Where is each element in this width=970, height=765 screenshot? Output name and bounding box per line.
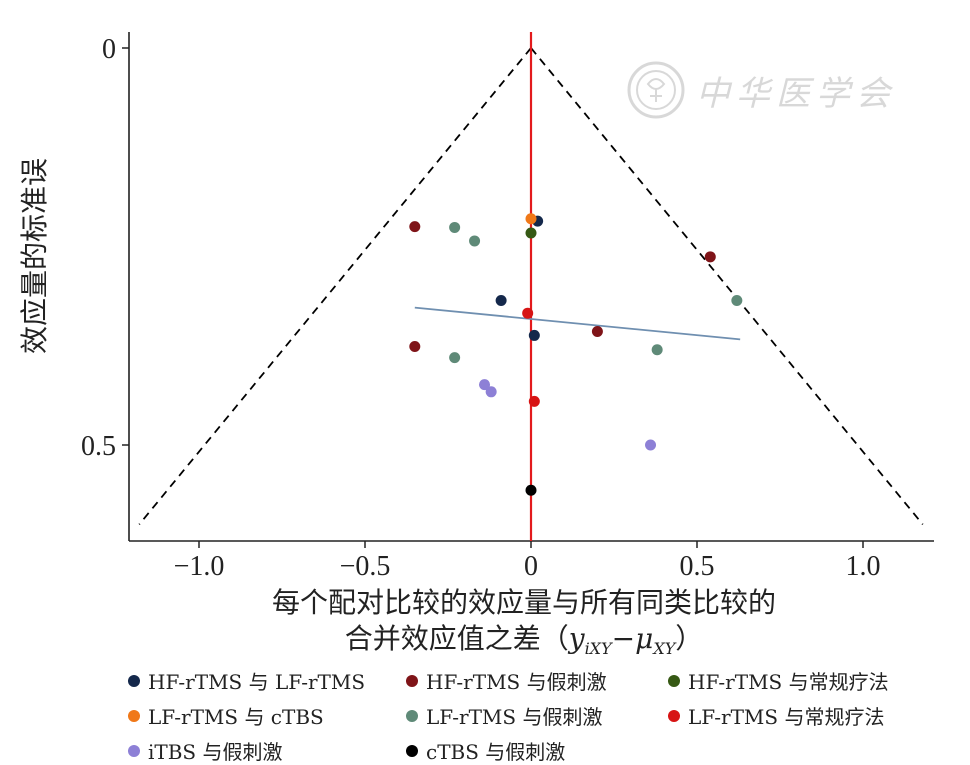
x-tick-label: 1.0	[846, 551, 881, 582]
x-axis-label-close: ）	[675, 622, 703, 655]
x-tick-label: 0	[524, 551, 538, 582]
x-axis-label-mid: −μ	[612, 622, 654, 655]
x-tick-label: 0.5	[680, 551, 715, 582]
y-tick-label: 0	[102, 34, 116, 65]
legend-label: LF-rTMS 与假刺激	[426, 705, 603, 729]
legend: HF-rTMS 与 LF-rTMS HF-rTMS 与假刺激 HF-rTMS 与常规…	[128, 666, 948, 765]
data-point-series-7	[525, 484, 537, 496]
data-point-series-6	[645, 439, 657, 451]
legend-item: LF-rTMS 与常规疗法	[668, 701, 928, 730]
data-point-series-3	[525, 213, 537, 225]
data-point-series-6	[479, 379, 491, 391]
legend-label: HF-rTMS 与假刺激	[426, 670, 607, 694]
legend-label: HF-rTMS 与 LF-rTMS	[148, 670, 366, 694]
legend-marker	[128, 674, 140, 687]
watermark-text: 中华医学会	[696, 73, 896, 114]
legend-marker	[668, 674, 680, 687]
data-point-series-1	[409, 221, 421, 233]
watermark: 中华医学会	[626, 60, 896, 120]
data-point-series-6	[485, 386, 497, 398]
funnel-lines	[138, 47, 924, 525]
data-point-series-4	[449, 221, 461, 233]
x-axis-label-line2: 合并效应值之差（yiXY−μXY）	[345, 622, 704, 658]
data-point-series-4	[449, 352, 461, 364]
legend-item: HF-rTMS 与 LF-rTMS	[128, 666, 406, 695]
legend-marker	[128, 709, 140, 722]
data-point-series-1	[704, 251, 716, 263]
y-tick-label: 0.5	[81, 431, 116, 462]
legend-item: iTBS 与假刺激	[128, 736, 406, 765]
x-axis-label-line1: 每个配对比较的效应量与所有同类比较的	[272, 586, 776, 619]
x-tick-label: −0.5	[340, 551, 391, 582]
x-axis-label-prefix: 合并效应值之差（	[345, 622, 569, 655]
data-point-series-4	[651, 344, 663, 356]
data-point-series-0	[495, 294, 507, 306]
legend-marker	[406, 674, 418, 687]
legend-item: HF-rTMS 与假刺激	[406, 666, 668, 695]
funnel-left-line	[138, 47, 532, 525]
society-seal-icon	[627, 61, 685, 119]
x-axis-label-sub1: iXY	[585, 639, 614, 658]
data-point-series-5	[522, 307, 534, 319]
data-point-series-4	[469, 235, 481, 247]
data-point-series-1	[591, 325, 603, 337]
data-point-series-0	[528, 329, 540, 341]
legend-marker	[128, 744, 140, 757]
x-tick-label: −1.0	[174, 551, 225, 582]
y-axis-label: 效应量的标准误	[18, 158, 51, 354]
data-point-series-2	[525, 227, 537, 239]
legend-label: LF-rTMS 与 cTBS	[148, 705, 324, 729]
legend-item: cTBS 与假刺激	[406, 736, 668, 765]
legend-marker	[406, 709, 418, 722]
data-point-series-5	[528, 395, 540, 407]
x-ticks: −1.0 −0.5 0 0.5 1.0	[174, 541, 881, 582]
legend-item: HF-rTMS 与常规疗法	[668, 666, 928, 695]
legend-label: cTBS 与假刺激	[426, 740, 566, 764]
legend-label: HF-rTMS 与常规疗法	[688, 670, 889, 694]
legend-label: iTBS 与假刺激	[148, 740, 283, 764]
legend-item: LF-rTMS 与假刺激	[406, 701, 668, 730]
x-axis-label-formula: y	[567, 622, 586, 655]
legend-marker	[406, 744, 418, 757]
regression-line-segment	[414, 306, 741, 341]
data-point-series-1	[409, 341, 421, 353]
legend-label: LF-rTMS 与常规疗法	[688, 705, 885, 729]
regression-line	[414, 306, 741, 341]
data-points	[409, 213, 743, 496]
data-point-series-4	[731, 294, 743, 306]
funnel-right-line	[530, 47, 924, 525]
funnel-plot: −1.0 −0.5 0 0.5 1.0 00.5 效应量的标准误 每个配对比较的效应量与…	[18, 32, 934, 658]
legend-marker	[668, 709, 680, 722]
legend-item: LF-rTMS 与 cTBS	[128, 701, 406, 730]
y-ticks: 00.5	[81, 34, 129, 462]
x-axis-label-sub2: XY	[651, 639, 676, 658]
